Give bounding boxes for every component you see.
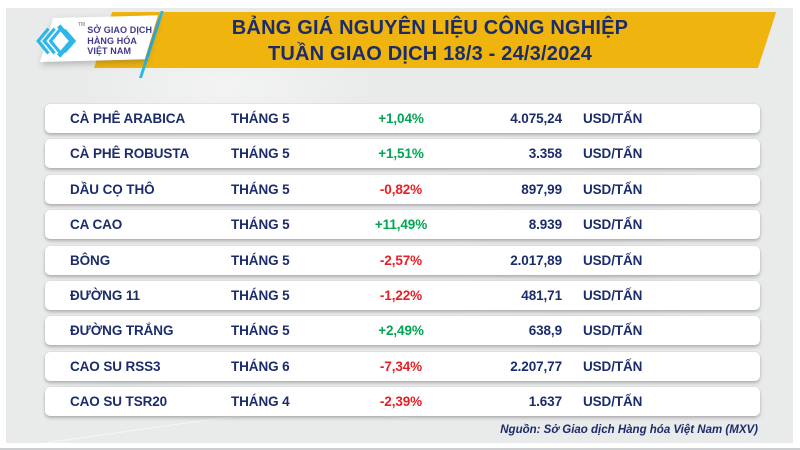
contract-month: THÁNG 5 xyxy=(231,181,290,197)
weekly-change: -7,34% xyxy=(379,358,423,374)
price-value: 1.637 xyxy=(528,394,562,410)
weekly-change: +1,04% xyxy=(378,111,424,126)
mxv-diamond-chevrons-icon xyxy=(36,24,77,58)
page-title: BẢNG GIÁ NGUYÊN LIỆU CÔNG NGHIỆP TUẦN GI… xyxy=(130,15,730,67)
weekly-change: -2,57% xyxy=(379,252,423,268)
table-row: CA CAO THÁNG 5 +11,49% 8.939 USD/TẤN xyxy=(45,210,760,240)
contract-month: THÁNG 5 xyxy=(231,323,290,339)
logo-org-line3: VIỆT NAM xyxy=(87,46,132,57)
commodity-name: CAO SU RSS3 xyxy=(70,358,161,374)
commodity-name: ĐƯỜNG TRẮNG xyxy=(70,323,174,339)
table-row: CÀ PHÊ ROBUSTA THÁNG 5 +1,51% 3.358 USD/… xyxy=(45,139,760,169)
price-value: 2.017,89 xyxy=(510,252,562,268)
contract-month: THÁNG 5 xyxy=(231,111,290,126)
price-unit: USD/TẤN xyxy=(583,323,643,339)
contract-month: THÁNG 6 xyxy=(231,358,290,374)
contract-month: THÁNG 5 xyxy=(231,252,290,268)
page-title-line1: BẢNG GIÁ NGUYÊN LIỆU CÔNG NGHIỆP xyxy=(231,17,629,39)
contract-month: THÁNG 5 xyxy=(231,217,290,233)
price-unit: USD/TẤN xyxy=(583,181,643,197)
page-title-line2: TUẦN GIAO DỊCH 18/3 - 24/3/2024 xyxy=(267,43,593,65)
commodity-name: CÀ PHÊ ROBUSTA xyxy=(70,146,190,162)
weekly-change: +1,51% xyxy=(378,146,424,162)
price-value: 4.075,24 xyxy=(510,111,562,126)
commodity-name: CA CAO xyxy=(70,217,123,233)
weekly-change: -0,82% xyxy=(379,181,423,197)
price-value: 2.207,77 xyxy=(510,358,562,374)
table-row: CAO SU TSR20 THÁNG 4 -2,39% 1.637 USD/TẤ… xyxy=(45,387,760,417)
weekly-change: -2,39% xyxy=(379,394,423,410)
contract-month: THÁNG 4 xyxy=(231,394,290,410)
price-value: 3.358 xyxy=(528,146,562,162)
table-row: ĐƯỜNG 11 THÁNG 5 -1,22% 481,71 USD/TẤN xyxy=(45,280,760,310)
logo-org-line2: HÀNG HÓA xyxy=(87,35,138,46)
contract-month: THÁNG 5 xyxy=(231,287,290,303)
price-unit: USD/TẤN xyxy=(583,217,643,233)
price-table: CÀ PHÊ ARABICA THÁNG 5 +1,04% 4.075,24 U… xyxy=(45,104,760,423)
logo-org-name: SỞ GIAO DỊCH HÀNG HÓA VIỆT NAM xyxy=(87,25,152,57)
trademark-symbol: TM xyxy=(78,22,86,28)
logo-org-line1: SỞ GIAO DỊCH xyxy=(87,25,153,36)
table-row: BÔNG THÁNG 5 -2,57% 2.017,89 USD/TẤN xyxy=(45,245,760,275)
commodity-name: CAO SU TSR20 xyxy=(70,394,168,410)
price-unit: USD/TẤN xyxy=(583,111,643,126)
bottom-border xyxy=(0,448,800,450)
mxv-logo: TM SỞ GIAO DỊCH HÀNG HÓA VIỆT NAM xyxy=(34,20,154,62)
source-note: Nguồn: Sở Giao dịch Hàng hóa Việt Nam (M… xyxy=(500,424,758,436)
price-value: 638,9 xyxy=(528,323,562,339)
table-row: CÀ PHÊ ARABICA THÁNG 5 +1,04% 4.075,24 U… xyxy=(45,104,760,133)
commodity-name: DẦU CỌ THÔ xyxy=(70,181,155,197)
commodity-name: CÀ PHÊ ARABICA xyxy=(70,111,186,126)
price-unit: USD/TẤN xyxy=(583,146,643,162)
table-row: DẦU CỌ THÔ THÁNG 5 -0,82% 897,99 USD/TẤN xyxy=(45,174,760,204)
price-unit: USD/TẤN xyxy=(583,287,643,303)
price-value: 897,99 xyxy=(521,181,562,197)
price-unit: USD/TẤN xyxy=(583,358,643,374)
table-row: CAO SU RSS3 THÁNG 6 -7,34% 2.207,77 USD/… xyxy=(45,351,760,381)
contract-month: THÁNG 5 xyxy=(231,146,290,162)
commodity-name: BÔNG xyxy=(70,252,111,268)
price-value: 8.939 xyxy=(528,217,562,233)
price-unit: USD/TẤN xyxy=(583,252,643,268)
price-unit: USD/TẤN xyxy=(583,394,643,410)
commodity-name: ĐƯỜNG 11 xyxy=(70,287,140,303)
weekly-change: +2,49% xyxy=(378,323,424,339)
weekly-change: -1,22% xyxy=(379,287,423,303)
weekly-change: +11,49% xyxy=(374,217,428,233)
table-row: ĐƯỜNG TRẮNG THÁNG 5 +2,49% 638,9 USD/TẤN xyxy=(45,316,760,346)
price-value: 481,71 xyxy=(521,287,562,303)
